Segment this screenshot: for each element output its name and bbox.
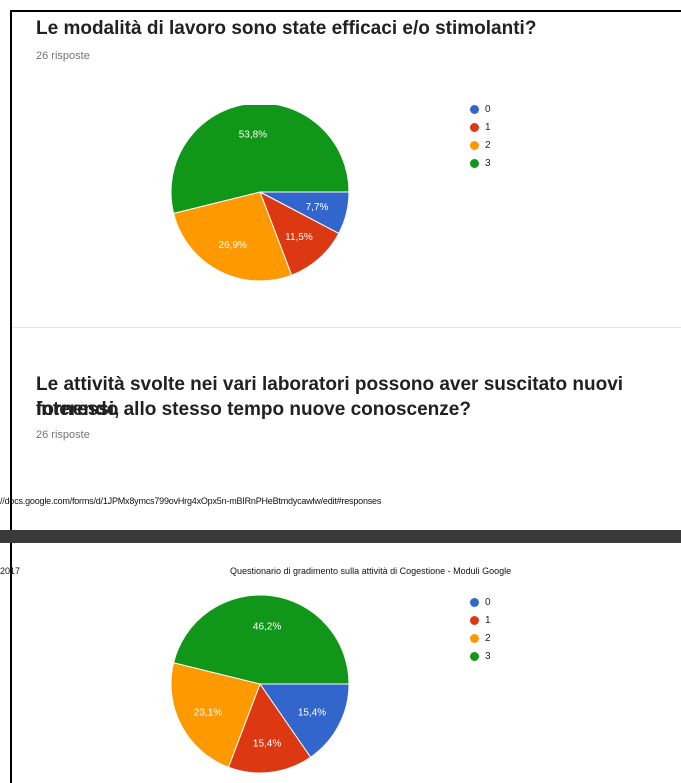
legend-item-2[interactable]: 2 (470, 136, 491, 154)
legend2-label-2: 2 (485, 632, 491, 644)
slice-label-0: 7,7% (306, 202, 329, 213)
legend2-label-1: 1 (485, 614, 491, 626)
legend-item-0[interactable]: 0 (470, 100, 491, 118)
question-title-1: Le modalità di lavoro sono state efficac… (36, 18, 537, 39)
print-header-title: Questionario di gradimento sulla attivit… (230, 566, 512, 576)
pie-slice-3[interactable] (172, 594, 350, 685)
pie-slice-1[interactable] (227, 682, 312, 774)
question-title-2-line-2: fornendo allo stesso tempo nuove conosce… (36, 399, 471, 420)
pie-slice-0[interactable] (259, 683, 350, 758)
legend2-label-0: 0 (485, 596, 491, 608)
section-divider (12, 327, 681, 328)
legend2-item-0[interactable]: 0 (470, 593, 491, 611)
legend2-dot-0 (470, 597, 479, 607)
print-footer-url: //docs.google.com/forms/d/1JPMx8ymcs799o… (0, 496, 382, 506)
legend-1: 0 1 2 3 (470, 100, 491, 172)
legend-label-3: 3 (485, 157, 491, 169)
legend-dot-3 (470, 158, 479, 168)
legend-dot-1 (470, 122, 479, 132)
legend2-item-1[interactable]: 1 (470, 611, 491, 629)
pie-slice-2[interactable] (170, 662, 261, 768)
legend-label-0: 0 (485, 103, 491, 115)
slice-label-0: 15,4% (298, 707, 326, 718)
legend-label-2: 2 (485, 139, 491, 151)
pie-slice-2[interactable] (172, 191, 293, 282)
slice-label-2: 26,9% (219, 240, 247, 251)
print-header-date: 2017 (0, 566, 21, 576)
survey-page-top (10, 10, 681, 530)
pie-slice-3[interactable] (170, 105, 350, 214)
question-title-2-line-1: Le attività svolte nei vari laboratori p… (36, 374, 624, 420)
legend2-item-3[interactable]: 3 (470, 647, 491, 665)
legend-item-3[interactable]: 3 (470, 154, 491, 172)
legend-label-1: 1 (485, 121, 491, 133)
response-count-1: 26 risposte (36, 50, 90, 62)
legend-dot-2 (470, 140, 479, 150)
legend2-dot-3 (470, 651, 479, 661)
legend-item-1[interactable]: 1 (470, 118, 491, 136)
slice-label-1: 15,4% (253, 738, 281, 749)
slice-label-3: 46,2% (253, 622, 281, 633)
legend-dot-0 (470, 104, 479, 114)
pie-chart-1: 7,7% 11,5% 26,9% 53,8% (170, 105, 350, 282)
legend-2: 0 1 2 3 (470, 593, 491, 665)
pie-chart-2: 15,4% 15,4% 23,1% 46,2% (170, 594, 350, 774)
pie-slice-1[interactable] (259, 190, 340, 276)
legend2-dot-2 (470, 633, 479, 643)
legend2-label-3: 3 (485, 650, 491, 662)
slice-label-2: 23,1% (194, 707, 222, 718)
response-count-2: 26 risposte (36, 429, 90, 441)
legend2-item-2[interactable]: 2 (470, 629, 491, 647)
legend2-dot-1 (470, 615, 479, 625)
slice-label-3: 53,8% (239, 130, 267, 141)
page-break-band (0, 530, 681, 543)
slice-label-1: 11,5% (285, 232, 313, 243)
